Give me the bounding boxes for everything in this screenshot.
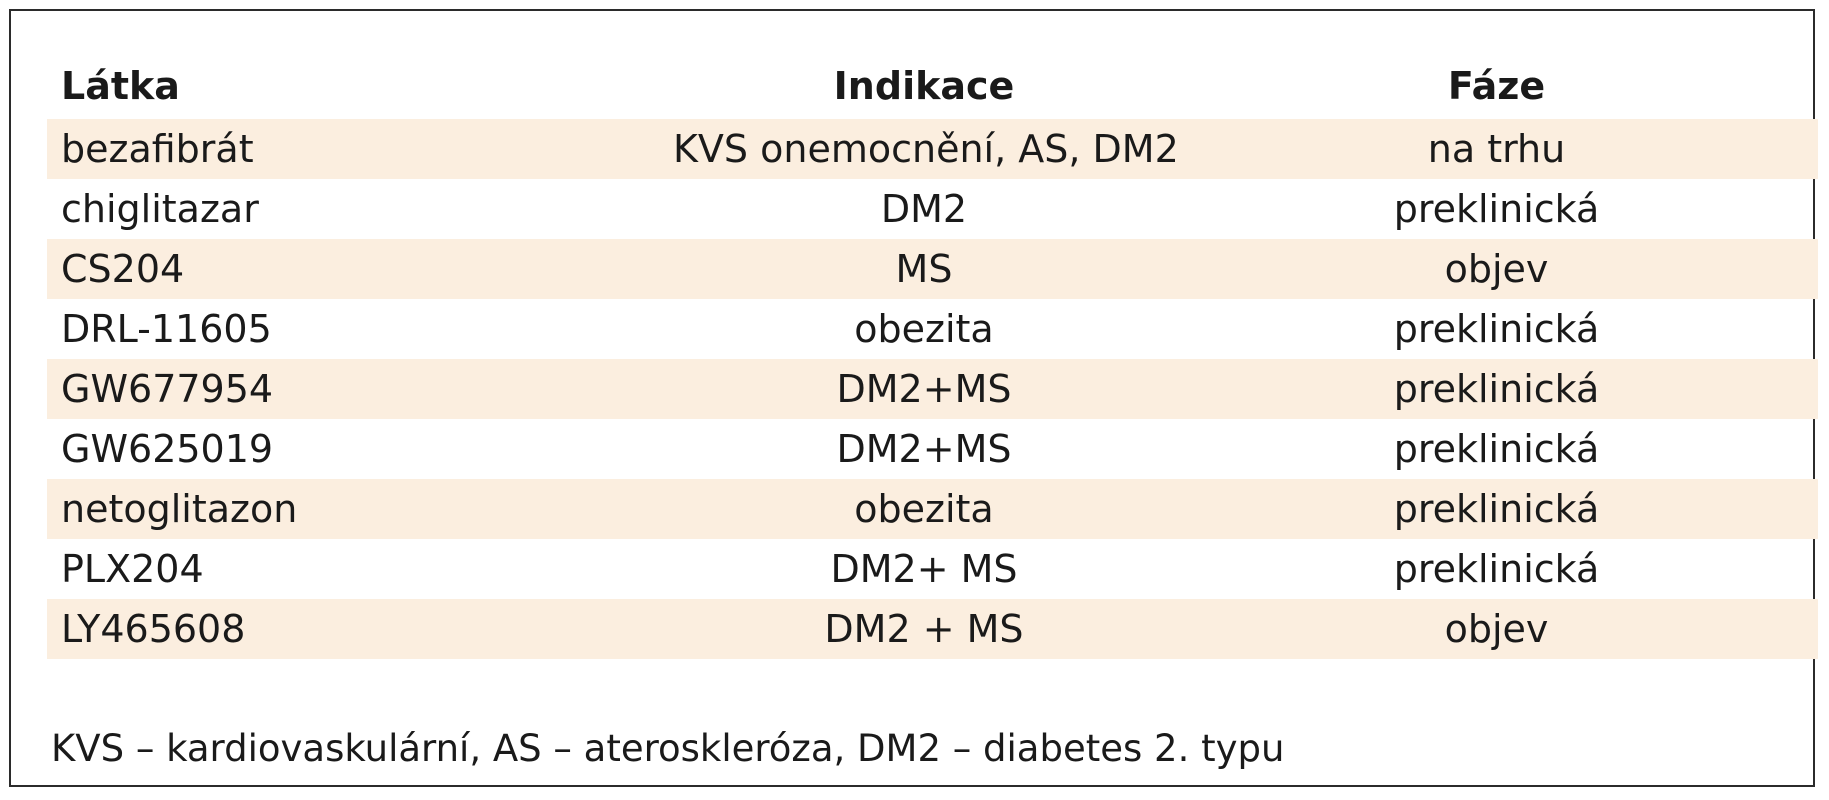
cell-faze: preklinická: [1175, 359, 1818, 419]
cell-indikace: DM2+MS: [836, 427, 1012, 471]
cell-faze: preklinická: [1393, 427, 1600, 471]
cell-latka: GW625019: [61, 427, 274, 471]
table-footnote: KVS – kardiovaskulární, AS – ateroskleró…: [51, 727, 1285, 770]
header-faze: Fáze: [1447, 64, 1546, 108]
header-indikace: Indikace: [833, 64, 1015, 108]
cell-latka: CS204: [47, 239, 673, 299]
cell-latka: netoglitazon: [47, 479, 673, 539]
cell-latka: PLX204: [61, 547, 204, 591]
cell-latka: GW677954: [47, 359, 673, 419]
header-latka: Látka: [61, 64, 180, 108]
cell-indikace: DM2: [880, 187, 968, 231]
cell-indikace: MS: [673, 239, 1175, 299]
table-row: netoglitazon obezita preklinická: [47, 479, 1818, 539]
table-row: PLX204 DM2+ MS preklinická: [47, 539, 1818, 599]
cell-latka: chiglitazar: [61, 187, 259, 231]
table-row: DRL-11605 obezita preklinická: [47, 299, 1818, 359]
cell-indikace: DM2 + MS: [673, 599, 1175, 659]
cell-latka: bezafibrát: [47, 119, 673, 179]
cell-indikace: obezita: [673, 479, 1175, 539]
cell-faze: preklinická: [1393, 307, 1600, 351]
cell-latka: LY465608: [47, 599, 673, 659]
cell-faze: preklinická: [1393, 547, 1600, 591]
table-row: GW677954 DM2+MS preklinická: [47, 359, 1818, 419]
table-row: CS204 MS objev: [47, 239, 1818, 299]
cell-indikace: KVS onemocnění, AS, DM2: [673, 119, 1175, 179]
table-row: chiglitazar DM2 preklinická: [47, 179, 1818, 239]
cell-indikace: DM2+MS: [673, 359, 1175, 419]
cell-faze: objev: [1175, 239, 1818, 299]
cell-latka: DRL-11605: [61, 307, 272, 351]
cell-faze: na trhu: [1175, 119, 1818, 179]
cell-indikace: DM2+ MS: [830, 547, 1018, 591]
drug-table: Látka Indikace Fáze bezafibrát KVS onemo…: [47, 53, 1818, 659]
table-frame: Látka Indikace Fáze bezafibrát KVS onemo…: [9, 9, 1818, 787]
table-row: GW625019 DM2+MS preklinická: [47, 419, 1818, 479]
table-header-row: Látka Indikace Fáze: [47, 53, 1818, 119]
cell-faze: objev: [1175, 599, 1818, 659]
table-row: bezafibrát KVS onemocnění, AS, DM2 na tr…: [47, 119, 1818, 179]
cell-indikace: obezita: [854, 307, 994, 351]
cell-faze: preklinická: [1175, 479, 1818, 539]
cell-faze: preklinická: [1393, 187, 1600, 231]
table-row: LY465608 DM2 + MS objev: [47, 599, 1818, 659]
